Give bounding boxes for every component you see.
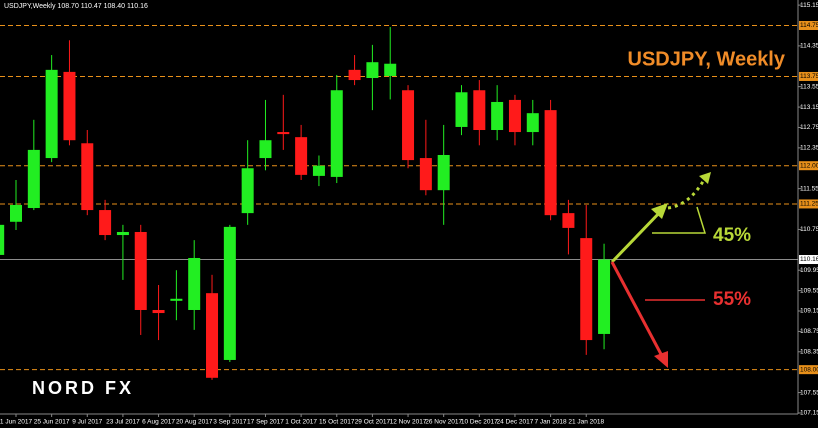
candle-body xyxy=(508,99,521,133)
level-label: 112.00 xyxy=(800,162,818,169)
candle-body xyxy=(241,168,254,214)
y-tick-label: 113.15 xyxy=(800,104,818,111)
y-tick-label: 107.15 xyxy=(800,410,818,417)
y-tick-label: 109.55 xyxy=(800,287,818,294)
candle-body xyxy=(437,154,450,191)
x-tick-label: 6 Aug 2017 xyxy=(142,419,175,426)
candle-body xyxy=(10,204,22,222)
candle-body xyxy=(188,257,201,310)
y-tick-label: 115.15 xyxy=(800,2,818,9)
x-tick-label: 23 Jul 2017 xyxy=(106,419,140,426)
level-label: 108.00 xyxy=(800,366,818,373)
y-tick-label: 114.35 xyxy=(800,43,818,50)
y-tick-label: 112.75 xyxy=(800,124,818,131)
current-price-box xyxy=(799,255,818,265)
candle-body xyxy=(81,143,94,211)
x-tick-label: 10 Dec 2017 xyxy=(461,419,498,426)
candle-body xyxy=(312,165,325,176)
level-label-box xyxy=(799,199,818,209)
y-tick-label: 111.55 xyxy=(800,185,818,192)
candle-body xyxy=(63,71,76,141)
x-tick-label: 12 Nov 2017 xyxy=(390,419,427,426)
annotation: 55% xyxy=(713,289,751,310)
candle-body xyxy=(580,238,593,341)
level-label-box xyxy=(799,20,818,30)
y-tick-label: 112.35 xyxy=(800,145,818,152)
candle-body xyxy=(598,259,611,334)
level-label-box xyxy=(799,71,818,81)
candle-body xyxy=(384,63,397,76)
y-tick-label: 110.75 xyxy=(800,226,818,233)
candle-body xyxy=(99,210,112,236)
candle-body xyxy=(45,69,58,159)
candle-body xyxy=(170,298,183,301)
level-label: 114.75 xyxy=(800,22,818,29)
x-tick-label: 3 Sep 2017 xyxy=(213,419,247,426)
level-label-box xyxy=(799,365,818,375)
x-tick-label: 1 Jun 2017 xyxy=(0,419,32,426)
x-tick-label: 1 Oct 2017 xyxy=(285,419,317,426)
candle-body xyxy=(402,90,415,161)
candle-body xyxy=(348,69,361,81)
candle-body xyxy=(455,92,468,127)
current-price-label: 110.16 xyxy=(800,256,818,263)
x-tick-label: 24 Dec 2017 xyxy=(497,419,534,426)
candle-body xyxy=(277,132,290,135)
level-label-box xyxy=(799,161,818,171)
candle-body xyxy=(544,110,557,216)
level-label: 111.25 xyxy=(800,201,818,208)
candle-body xyxy=(295,137,308,175)
candle-body xyxy=(473,90,486,131)
candle-body xyxy=(526,113,539,133)
candle-body xyxy=(259,140,272,159)
y-tick-label: 109.15 xyxy=(800,308,818,315)
candle-body xyxy=(27,149,40,209)
candle-body xyxy=(0,224,5,255)
x-tick-label: 17 Sep 2017 xyxy=(247,419,284,426)
x-tick-label: 25 Jun 2017 xyxy=(34,419,70,426)
candle-body xyxy=(116,231,129,236)
y-tick-label: 113.55 xyxy=(800,83,818,90)
header: USDJPY,Weekly 108.70 110.47 108.40 110.1… xyxy=(4,3,148,10)
candle-body xyxy=(206,293,219,378)
candle-body xyxy=(134,231,147,310)
y-tick-label: 109.95 xyxy=(800,267,818,274)
forecast-arrows xyxy=(610,172,711,368)
logo: NORD FX xyxy=(32,378,134,398)
x-tick-label: 7 Jan 2018 xyxy=(535,419,568,426)
y-tick-label: 108.75 xyxy=(800,328,818,335)
annotation: 45% xyxy=(713,225,751,246)
level-label: 113.75 xyxy=(800,73,818,80)
candle-body xyxy=(491,101,504,131)
y-tick-label: 108.35 xyxy=(800,349,818,356)
candle-body xyxy=(419,158,432,191)
candle-body xyxy=(330,90,343,177)
candle-body xyxy=(152,309,165,314)
candle-body xyxy=(366,62,379,79)
x-tick-label: 21 Jan 2018 xyxy=(568,419,604,426)
x-tick-label: 29 Oct 2017 xyxy=(355,419,391,426)
x-tick-label: 26 Nov 2017 xyxy=(425,419,462,426)
x-tick-label: 15 Oct 2017 xyxy=(319,419,355,426)
chart-title: USDJPY, Weekly xyxy=(628,48,786,70)
y-tick-label: 107.55 xyxy=(800,389,818,396)
candle-body xyxy=(562,213,575,228)
x-tick-label: 20 Aug 2017 xyxy=(176,419,213,426)
candle-body xyxy=(223,226,236,360)
x-tick-label: 9 Jul 2017 xyxy=(72,419,102,426)
